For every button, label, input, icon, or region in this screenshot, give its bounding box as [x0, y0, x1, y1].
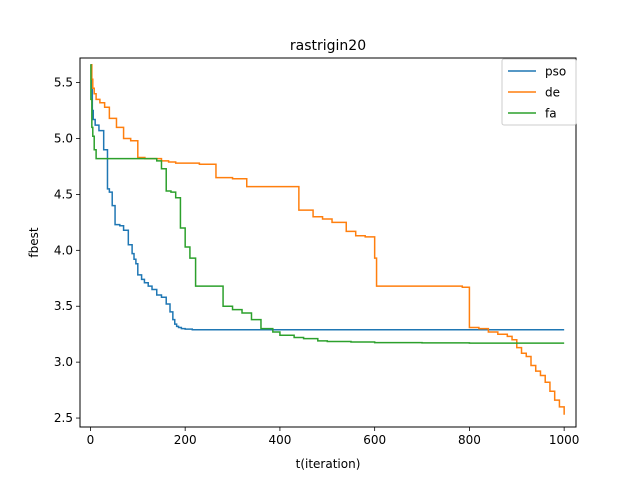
series-line-pso: [90, 63, 565, 331]
x-axis: 0 200 400 600 800 1000: [87, 427, 580, 447]
series-line-de: [90, 63, 565, 415]
y-axis-label: fbest: [27, 227, 41, 257]
legend-label-fa: fa: [545, 107, 557, 121]
y-tick-label: 5.0: [54, 132, 73, 146]
y-tick-label: 4.5: [54, 187, 73, 201]
y-tick-label: 3.0: [54, 355, 73, 369]
y-tick-label: 5.5: [54, 76, 73, 90]
plot-area: [80, 58, 576, 427]
legend-label-de: de: [545, 86, 560, 100]
x-tick-label: 400: [268, 433, 291, 447]
legend: pso de fa: [501, 58, 577, 126]
x-tick-label: 0: [87, 433, 95, 447]
series-line-fa: [90, 63, 565, 344]
x-tick-label: 200: [174, 433, 197, 447]
legend-label-pso: pso: [545, 65, 566, 79]
series-layer: [90, 63, 565, 415]
x-tick-label: 1000: [549, 433, 580, 447]
y-tick-label: 4.0: [54, 243, 73, 257]
x-axis-label: t(iteration): [296, 457, 361, 471]
y-axis: 2.5 3.0 3.5 4.0 4.5 5.0 5.5: [54, 76, 80, 425]
plot-frame: [79, 57, 577, 428]
chart-title: rastrigin20: [290, 38, 366, 54]
x-tick-label: 800: [458, 433, 481, 447]
y-tick-label: 3.5: [54, 299, 73, 313]
x-tick-label: 600: [363, 433, 386, 447]
legend-box: [501, 58, 577, 126]
y-tick-label: 2.5: [54, 411, 73, 425]
